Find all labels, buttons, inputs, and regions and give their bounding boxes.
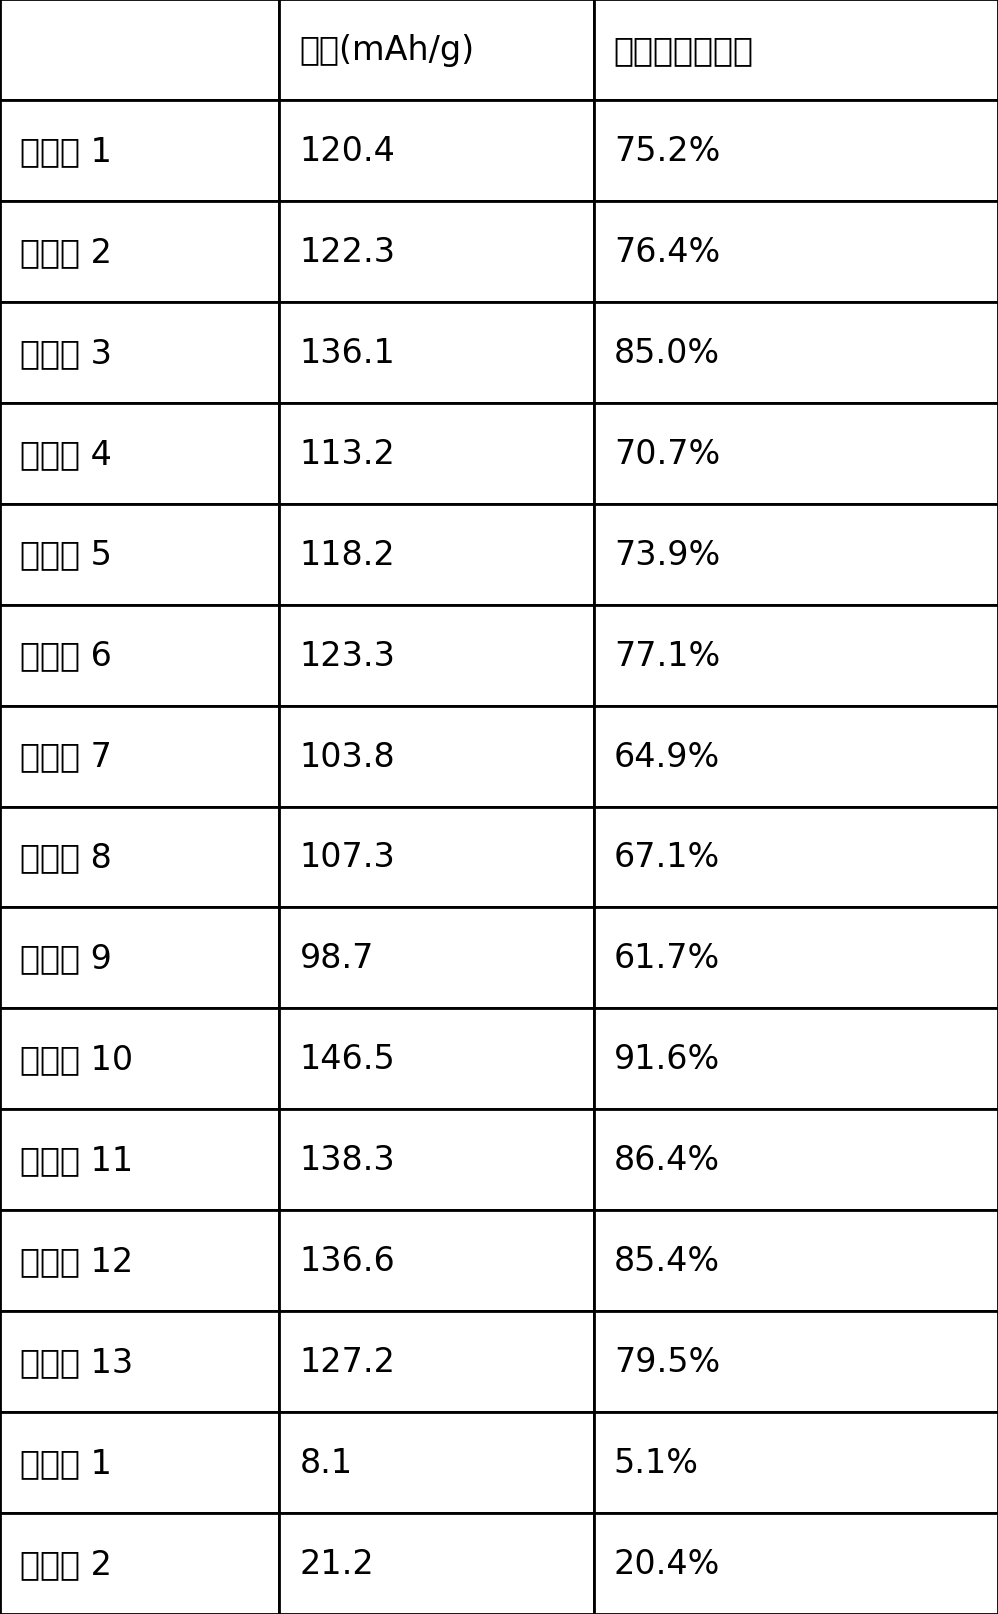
Bar	[0, 303, 279, 404]
Bar	[594, 1110, 998, 1210]
Text: 146.5: 146.5	[299, 1043, 395, 1075]
Bar	[279, 907, 594, 1009]
Bar	[0, 202, 279, 303]
Bar	[594, 605, 998, 707]
Text: 67.1%: 67.1%	[614, 841, 720, 873]
Text: 实施例 4: 实施例 4	[20, 437, 112, 470]
Bar	[0, 1110, 279, 1210]
Bar	[279, 404, 594, 505]
Bar	[594, 1210, 998, 1311]
Bar	[279, 202, 594, 303]
Text: 122.3: 122.3	[299, 236, 395, 268]
Bar	[279, 1210, 594, 1311]
Text: 实施例 12: 实施例 12	[20, 1244, 133, 1277]
Text: 实施例 6: 实施例 6	[20, 639, 112, 671]
Bar	[279, 303, 594, 404]
Bar	[594, 505, 998, 605]
Bar	[0, 102, 279, 202]
Text: 实施例 13: 实施例 13	[20, 1346, 133, 1378]
Text: 21.2: 21.2	[299, 1548, 374, 1580]
Bar	[279, 505, 594, 605]
Bar	[279, 605, 594, 707]
Bar	[279, 1009, 594, 1110]
Text: 实施例 10: 实施例 10	[20, 1043, 133, 1075]
Bar	[594, 0, 998, 102]
Text: 实施例 1: 实施例 1	[20, 136, 112, 168]
Bar	[0, 907, 279, 1009]
Bar	[594, 1412, 998, 1514]
Bar	[594, 102, 998, 202]
Text: 实施例 11: 实施例 11	[20, 1144, 133, 1177]
Text: 77.1%: 77.1%	[614, 639, 720, 671]
Bar	[0, 404, 279, 505]
Text: 123.3: 123.3	[299, 639, 395, 671]
Text: 118.2: 118.2	[299, 539, 395, 571]
Bar	[594, 1311, 998, 1412]
Bar	[594, 1514, 998, 1614]
Bar	[279, 0, 594, 102]
Bar	[279, 1412, 594, 1514]
Bar	[279, 102, 594, 202]
Text: 79.5%: 79.5%	[614, 1346, 720, 1378]
Bar	[594, 404, 998, 505]
Text: 138.3: 138.3	[299, 1144, 395, 1177]
Text: 73.9%: 73.9%	[614, 539, 720, 571]
Text: 64.9%: 64.9%	[614, 741, 720, 773]
Bar	[594, 907, 998, 1009]
Bar	[279, 1514, 594, 1614]
Bar	[594, 707, 998, 807]
Text: 136.1: 136.1	[299, 337, 395, 370]
Text: 127.2: 127.2	[299, 1346, 395, 1378]
Text: 136.6: 136.6	[299, 1244, 395, 1277]
Bar	[0, 1514, 279, 1614]
Bar	[0, 1311, 279, 1412]
Text: 8.1: 8.1	[299, 1446, 352, 1478]
Text: 85.4%: 85.4%	[614, 1244, 720, 1277]
Bar	[0, 1412, 279, 1514]
Text: 5.1%: 5.1%	[614, 1446, 699, 1478]
Text: 91.6%: 91.6%	[614, 1043, 720, 1075]
Text: 85.0%: 85.0%	[614, 337, 720, 370]
Text: 86.4%: 86.4%	[614, 1144, 720, 1177]
Text: 20.4%: 20.4%	[614, 1548, 721, 1580]
Text: 107.3: 107.3	[299, 841, 395, 873]
Text: 61.7%: 61.7%	[614, 943, 720, 975]
Text: 对比例 2: 对比例 2	[20, 1548, 112, 1580]
Text: 113.2: 113.2	[299, 437, 395, 470]
Bar	[594, 202, 998, 303]
Text: 103.8: 103.8	[299, 741, 395, 773]
Bar	[0, 0, 279, 102]
Bar	[594, 807, 998, 907]
Bar	[0, 807, 279, 907]
Text: 实施例 9: 实施例 9	[20, 943, 112, 975]
Bar	[279, 1110, 594, 1210]
Text: 实施例 5: 实施例 5	[20, 539, 112, 571]
Text: 76.4%: 76.4%	[614, 236, 720, 268]
Bar	[594, 303, 998, 404]
Text: 70.7%: 70.7%	[614, 437, 720, 470]
Text: 120.4: 120.4	[299, 136, 395, 168]
Text: 75.2%: 75.2%	[614, 136, 721, 168]
Text: 容量(mAh/g): 容量(mAh/g)	[299, 34, 474, 66]
Bar	[0, 707, 279, 807]
Text: 98.7: 98.7	[299, 943, 374, 975]
Bar	[0, 605, 279, 707]
Bar	[279, 1311, 594, 1412]
Text: 实施例 8: 实施例 8	[20, 841, 112, 873]
Text: 实际容量发挥率: 实际容量发挥率	[614, 34, 753, 66]
Text: 实施例 7: 实施例 7	[20, 741, 112, 773]
Text: 实施例 2: 实施例 2	[20, 236, 112, 268]
Bar	[0, 1009, 279, 1110]
Bar	[0, 1210, 279, 1311]
Bar	[594, 1009, 998, 1110]
Text: 对比例 1: 对比例 1	[20, 1446, 112, 1478]
Bar	[0, 505, 279, 605]
Bar	[279, 707, 594, 807]
Text: 实施例 3: 实施例 3	[20, 337, 112, 370]
Bar	[279, 807, 594, 907]
